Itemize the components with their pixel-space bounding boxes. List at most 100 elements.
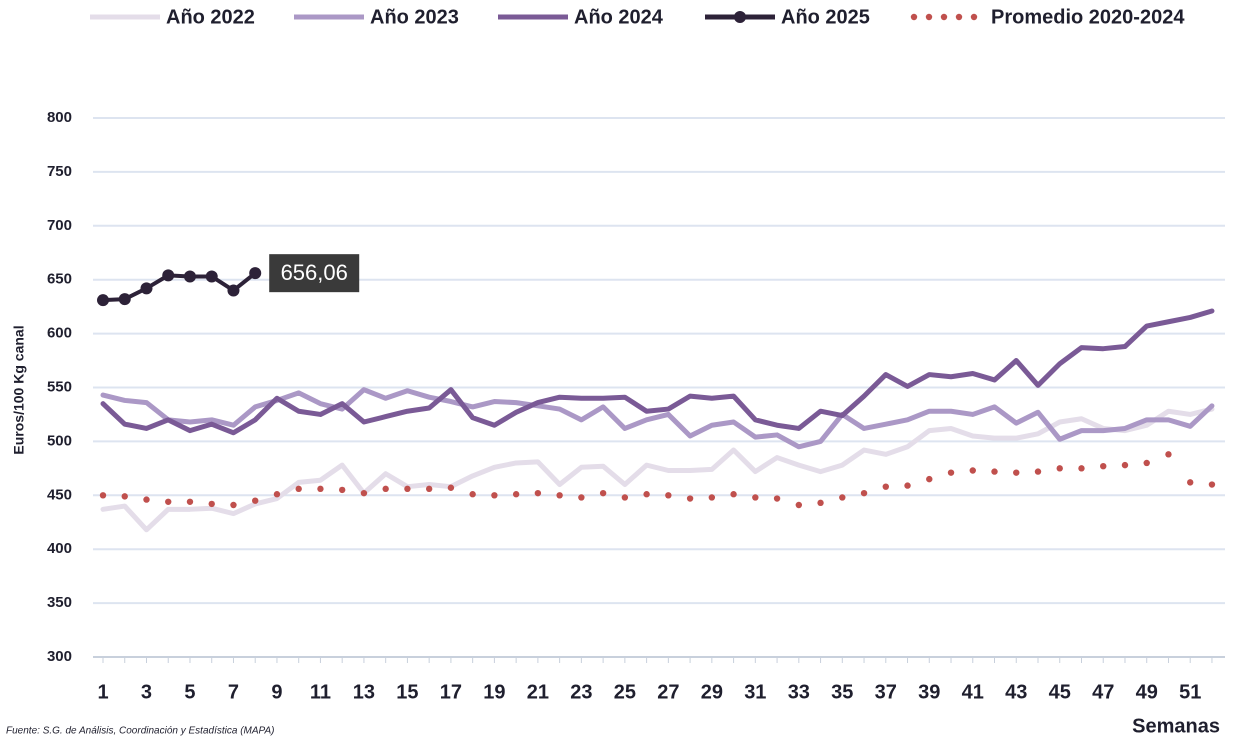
average-dot	[752, 494, 759, 501]
average-dot	[469, 491, 476, 498]
y-axis-label: Euros/100 Kg canal	[11, 325, 27, 454]
average-dot	[621, 494, 629, 501]
average-dot	[1034, 468, 1042, 475]
average-dot	[99, 492, 107, 499]
series-marker	[249, 267, 262, 280]
average-dot	[404, 485, 411, 493]
x-tick-label: 39	[918, 681, 940, 703]
x-tick-label: 21	[527, 681, 549, 703]
series-line	[100, 308, 1215, 436]
average-dot	[926, 475, 933, 483]
average-dot	[795, 501, 803, 509]
average-dot	[578, 494, 585, 501]
legend-marker	[734, 11, 746, 23]
average-dot	[839, 494, 846, 501]
y-tick-label: 550	[47, 378, 72, 395]
y-tick-label: 700	[47, 217, 72, 234]
average-dot	[665, 492, 672, 499]
series-marker	[97, 294, 110, 307]
y-tick-label: 450	[47, 486, 72, 503]
x-tick-label: 47	[1092, 681, 1114, 703]
average-dot	[947, 469, 955, 476]
average-dot	[186, 498, 194, 505]
data-label: 656,06	[281, 260, 348, 285]
x-tick-label: 45	[1049, 681, 1071, 703]
legend-swatch	[925, 13, 933, 21]
y-tick-label: 800	[47, 109, 72, 126]
y-tick-label: 350	[47, 594, 72, 611]
x-tick-label: 41	[962, 681, 984, 703]
legend-swatch	[970, 13, 978, 21]
average-dot	[295, 485, 302, 493]
data-label-box	[269, 254, 360, 293]
x-tick-label: 11	[310, 681, 331, 703]
average-dot	[1187, 479, 1194, 486]
source-note: Fuente: S.G. de Análisis, Coordinación y…	[6, 726, 274, 737]
average-dot	[860, 489, 868, 497]
x-tick-label: 13	[353, 681, 375, 703]
legend-label: Año 2022	[166, 6, 255, 28]
x-tick-label: 23	[570, 681, 592, 703]
average-dot	[447, 484, 455, 491]
series-line	[100, 387, 1215, 450]
legend-swatch	[940, 13, 948, 21]
series-marker	[140, 282, 153, 295]
average-dot	[1143, 459, 1150, 467]
x-tick-label: 9	[271, 681, 282, 703]
x-tick-label: 25	[614, 681, 636, 703]
average-dot	[969, 467, 976, 474]
legend-label: Año 2024	[574, 6, 664, 28]
average-dot	[534, 489, 542, 497]
average-dot	[686, 495, 694, 502]
y-tick-label: 400	[47, 540, 72, 557]
x-axis-label: Semanas	[1132, 715, 1220, 737]
average-dot	[882, 483, 889, 490]
x-tick-label: 51	[1179, 681, 1201, 703]
x-tick-label: 33	[788, 681, 810, 703]
legend-swatch	[910, 13, 918, 21]
legend-label: Año 2025	[781, 6, 870, 28]
average-dot	[708, 494, 716, 501]
x-tick-label: 3	[141, 681, 152, 703]
average-dot	[382, 485, 389, 493]
average-dot	[143, 496, 150, 503]
x-tick-label: 37	[875, 681, 897, 703]
average-dot	[317, 485, 324, 493]
average-dot	[512, 491, 520, 498]
average-dot	[165, 498, 172, 505]
x-tick-label: 43	[1005, 681, 1027, 703]
average-dot	[1121, 461, 1129, 469]
average-dot	[121, 493, 128, 500]
average-dot	[1208, 481, 1216, 488]
x-tick-label: 19	[483, 681, 505, 703]
average-dot	[252, 497, 259, 504]
average-dot	[643, 491, 650, 498]
y-tick-label: 750	[47, 163, 72, 180]
average-dot	[991, 468, 998, 475]
average-dot	[904, 482, 911, 489]
average-dot	[817, 499, 824, 507]
y-tick-label: 600	[47, 325, 72, 342]
legend-label: Año 2023	[370, 6, 459, 28]
average-dot	[230, 501, 237, 509]
average-dot	[1078, 465, 1085, 472]
series-line	[100, 406, 1215, 533]
series-marker	[162, 269, 175, 282]
x-tick-label: 49	[1136, 681, 1158, 703]
series-marker	[118, 293, 131, 306]
average-dot	[273, 491, 281, 498]
legend-swatch	[955, 13, 963, 21]
x-tick-label: 7	[228, 681, 239, 703]
y-tick-label: 500	[47, 432, 72, 449]
x-tick-label: 5	[184, 681, 195, 703]
average-dot	[360, 489, 368, 497]
x-tick-label: 35	[831, 681, 853, 703]
series-marker	[205, 270, 218, 283]
x-tick-label: 29	[701, 681, 723, 703]
x-tick-label: 31	[744, 681, 766, 703]
average-dot	[1013, 469, 1020, 476]
x-tick-label: 17	[440, 681, 462, 703]
x-tick-label: 15	[396, 681, 418, 703]
average-dot	[208, 500, 215, 508]
